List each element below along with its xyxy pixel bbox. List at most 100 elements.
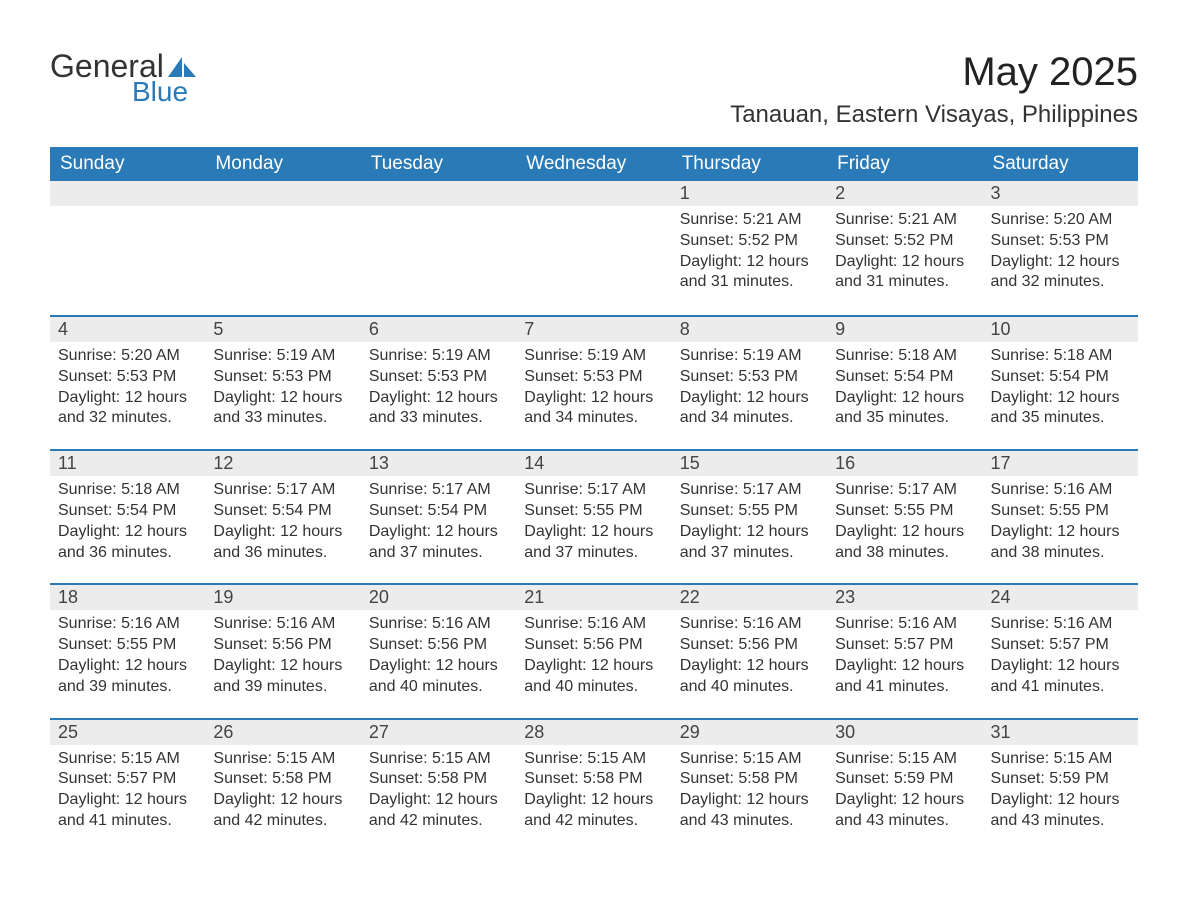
day-sunrise: Sunrise: 5:19 AM [524,346,663,367]
day-number: 9 [827,315,982,342]
day-daylight1: Daylight: 12 hours [213,790,352,811]
day-daylight2: and 34 minutes. [524,408,663,429]
day-number: 22 [672,583,827,610]
day-daylight1: Daylight: 12 hours [369,522,508,543]
day-daylight2: and 37 minutes. [369,543,508,564]
day-daylight2: and 37 minutes. [680,543,819,564]
day-sunrise: Sunrise: 5:19 AM [213,346,352,367]
day-details: Sunrise: 5:18 AMSunset: 5:54 PMDaylight:… [827,342,982,449]
day-daylight1: Daylight: 12 hours [213,388,352,409]
day-number: 17 [983,449,1138,476]
day-daylight1: Daylight: 12 hours [835,656,974,677]
day-number: 11 [50,449,205,476]
calendar-cell: 17Sunrise: 5:16 AMSunset: 5:55 PMDayligh… [983,449,1138,583]
day-daylight2: and 40 minutes. [680,677,819,698]
day-sunrise: Sunrise: 5:16 AM [524,614,663,635]
day-daylight2: and 31 minutes. [680,272,819,293]
day-details: Sunrise: 5:19 AMSunset: 5:53 PMDaylight:… [205,342,360,449]
day-number: 26 [205,718,360,745]
calendar-cell: 14Sunrise: 5:17 AMSunset: 5:55 PMDayligh… [516,449,671,583]
calendar-body: 1Sunrise: 5:21 AMSunset: 5:52 PMDaylight… [50,181,1138,852]
calendar-cell: 7Sunrise: 5:19 AMSunset: 5:53 PMDaylight… [516,315,671,449]
calendar-week-row: 11Sunrise: 5:18 AMSunset: 5:54 PMDayligh… [50,449,1138,583]
day-daylight2: and 42 minutes. [213,811,352,832]
day-sunset: Sunset: 5:58 PM [369,769,508,790]
weekday-header-row: Sunday Monday Tuesday Wednesday Thursday… [50,147,1138,181]
day-daylight2: and 33 minutes. [213,408,352,429]
day-sunset: Sunset: 5:59 PM [835,769,974,790]
day-sunset: Sunset: 5:53 PM [680,367,819,388]
day-sunset: Sunset: 5:55 PM [680,501,819,522]
weekday-header: Monday [205,147,360,181]
day-sunrise: Sunrise: 5:16 AM [58,614,197,635]
day-sunrise: Sunrise: 5:15 AM [524,749,663,770]
brand-logo: General Blue [50,50,196,108]
day-sunset: Sunset: 5:54 PM [835,367,974,388]
day-details: Sunrise: 5:16 AMSunset: 5:56 PMDaylight:… [205,610,360,717]
day-daylight1: Daylight: 12 hours [369,388,508,409]
day-daylight1: Daylight: 12 hours [213,522,352,543]
day-sunrise: Sunrise: 5:17 AM [835,480,974,501]
day-daylight1: Daylight: 12 hours [369,790,508,811]
day-daylight1: Daylight: 12 hours [524,790,663,811]
calendar-cell: 28Sunrise: 5:15 AMSunset: 5:58 PMDayligh… [516,718,671,852]
day-daylight1: Daylight: 12 hours [524,388,663,409]
day-number: 25 [50,718,205,745]
calendar-table: Sunday Monday Tuesday Wednesday Thursday… [50,147,1138,852]
day-sunset: Sunset: 5:56 PM [213,635,352,656]
day-daylight1: Daylight: 12 hours [680,656,819,677]
day-number: 1 [672,181,827,206]
day-sunset: Sunset: 5:56 PM [524,635,663,656]
day-daylight1: Daylight: 12 hours [58,656,197,677]
day-daylight1: Daylight: 12 hours [58,388,197,409]
day-details: Sunrise: 5:18 AMSunset: 5:54 PMDaylight:… [983,342,1138,449]
day-sunset: Sunset: 5:54 PM [213,501,352,522]
day-details: Sunrise: 5:19 AMSunset: 5:53 PMDaylight:… [516,342,671,449]
day-daylight2: and 40 minutes. [524,677,663,698]
day-number-empty [205,181,360,206]
day-daylight2: and 37 minutes. [524,543,663,564]
day-details: Sunrise: 5:15 AMSunset: 5:59 PMDaylight:… [827,745,982,852]
day-details: Sunrise: 5:21 AMSunset: 5:52 PMDaylight:… [827,206,982,313]
weekday-header: Saturday [983,147,1138,181]
day-sunset: Sunset: 5:58 PM [524,769,663,790]
day-daylight1: Daylight: 12 hours [524,656,663,677]
calendar-cell: 18Sunrise: 5:16 AMSunset: 5:55 PMDayligh… [50,583,205,717]
day-number: 10 [983,315,1138,342]
day-sunset: Sunset: 5:54 PM [991,367,1130,388]
day-daylight2: and 41 minutes. [991,677,1130,698]
day-daylight2: and 35 minutes. [835,408,974,429]
day-daylight1: Daylight: 12 hours [991,388,1130,409]
calendar-cell: 20Sunrise: 5:16 AMSunset: 5:56 PMDayligh… [361,583,516,717]
weekday-header: Tuesday [361,147,516,181]
day-number: 16 [827,449,982,476]
day-daylight2: and 43 minutes. [835,811,974,832]
day-daylight2: and 43 minutes. [991,811,1130,832]
day-daylight2: and 38 minutes. [835,543,974,564]
weekday-header: Friday [827,147,982,181]
day-number: 31 [983,718,1138,745]
weekday-header: Sunday [50,147,205,181]
day-number: 4 [50,315,205,342]
day-daylight2: and 40 minutes. [369,677,508,698]
day-sunrise: Sunrise: 5:15 AM [369,749,508,770]
day-sunrise: Sunrise: 5:20 AM [58,346,197,367]
day-sunset: Sunset: 5:56 PM [680,635,819,656]
day-daylight1: Daylight: 12 hours [369,656,508,677]
day-sunrise: Sunrise: 5:18 AM [58,480,197,501]
day-number: 12 [205,449,360,476]
day-number: 23 [827,583,982,610]
calendar-cell: 31Sunrise: 5:15 AMSunset: 5:59 PMDayligh… [983,718,1138,852]
day-daylight2: and 33 minutes. [369,408,508,429]
day-details: Sunrise: 5:17 AMSunset: 5:54 PMDaylight:… [205,476,360,583]
day-details: Sunrise: 5:15 AMSunset: 5:58 PMDaylight:… [205,745,360,852]
day-sunrise: Sunrise: 5:17 AM [213,480,352,501]
location-subtitle: Tanauan, Eastern Visayas, Philippines [730,101,1138,129]
day-sunset: Sunset: 5:57 PM [835,635,974,656]
calendar-cell: 30Sunrise: 5:15 AMSunset: 5:59 PMDayligh… [827,718,982,852]
day-number: 15 [672,449,827,476]
weekday-header: Wednesday [516,147,671,181]
calendar-cell: 11Sunrise: 5:18 AMSunset: 5:54 PMDayligh… [50,449,205,583]
day-sunset: Sunset: 5:52 PM [835,231,974,252]
day-daylight2: and 32 minutes. [991,272,1130,293]
